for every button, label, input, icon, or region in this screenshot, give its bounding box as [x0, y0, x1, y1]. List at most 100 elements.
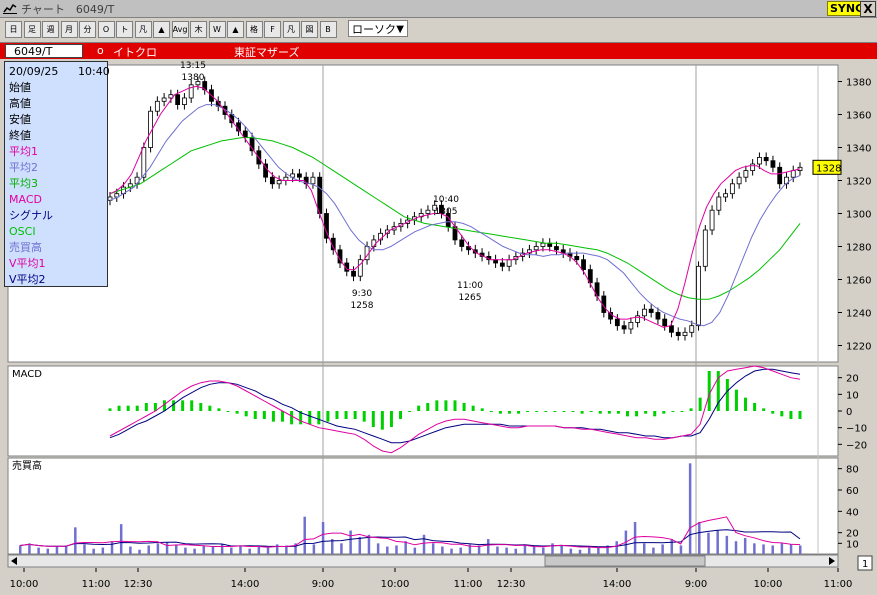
candle-body	[269, 176, 275, 185]
volume-bar	[19, 545, 22, 554]
toolbar-button-4[interactable]: 分	[79, 21, 96, 38]
volume-bar	[743, 538, 747, 554]
volume-bar	[523, 544, 527, 554]
volume-bar	[597, 546, 600, 554]
candle-body	[141, 147, 147, 178]
volume-bar	[285, 545, 288, 554]
candle-body	[750, 163, 756, 171]
annotation-price: 1305	[435, 207, 458, 217]
toolbar-button-8[interactable]: ▲	[153, 21, 170, 38]
osci-bar	[653, 411, 657, 417]
osci-bar	[299, 411, 303, 425]
toolbar-button-11[interactable]: W	[208, 21, 226, 38]
chart-type-value: ローソク	[352, 23, 396, 36]
osci-bar	[208, 405, 212, 411]
toolbar-button-10[interactable]: 木	[190, 21, 207, 38]
annotation-time: 11:00	[457, 281, 483, 291]
candle-body	[317, 176, 323, 214]
info-row-8: シグナル	[9, 209, 53, 222]
volume-bar	[514, 548, 518, 554]
close-button[interactable]: X	[860, 1, 876, 17]
osci-bar	[453, 400, 457, 411]
toolbar-button-17[interactable]: B	[319, 21, 337, 38]
volume-bar	[74, 527, 77, 554]
volume-bar	[367, 534, 371, 554]
macd-tick-label: −10	[846, 424, 867, 435]
volume-bar	[294, 543, 297, 554]
toolbar-button-14[interactable]: F	[264, 21, 281, 38]
chart-type-select[interactable]: ローソク ▼	[348, 20, 408, 37]
volume-bar	[211, 546, 215, 554]
osci-bar	[544, 411, 548, 412]
volume-bar	[725, 535, 729, 554]
candle-body	[648, 308, 654, 313]
volume-bar	[386, 546, 389, 554]
annotation-time: 13:15	[180, 61, 206, 71]
candle-body	[297, 173, 302, 178]
sync-button[interactable]: SYNC	[827, 1, 867, 16]
toolbar-button-6[interactable]: ト	[116, 21, 133, 38]
candle-body	[716, 196, 722, 211]
volume-bar	[340, 543, 343, 554]
volume-bar	[321, 522, 325, 554]
toolbar-button-12[interactable]: ▲	[227, 21, 244, 38]
osci-bar	[635, 411, 639, 417]
info-row-11: V平均1	[9, 257, 46, 270]
osci-bar	[507, 411, 511, 414]
chart-area[interactable]: 1380 1360 1340 1320 1300 1280 1260 1240 1220 1328…	[0, 60, 877, 595]
toolbar-button-13[interactable]: 格	[245, 21, 263, 38]
osci-bar	[734, 389, 738, 411]
volume-bar	[37, 547, 40, 554]
volume-bar	[119, 524, 123, 554]
price-tick-label: 1300	[846, 210, 871, 221]
info-row-9: OSCI	[9, 225, 36, 238]
candle-body	[432, 204, 438, 211]
toolbar-button-9[interactable]: Avg	[171, 21, 189, 38]
volume-bar	[661, 544, 664, 554]
volume-bar	[643, 543, 646, 554]
osci-bar	[580, 411, 584, 414]
osci-bar	[489, 411, 493, 412]
volume-bar	[331, 539, 334, 554]
volume-bar	[349, 530, 352, 554]
toolbar-button-7[interactable]: 凡	[134, 21, 152, 38]
osci-bar	[190, 400, 194, 411]
volume-bar	[138, 549, 141, 554]
volume-bar	[505, 547, 508, 554]
volume-bar	[358, 536, 362, 554]
osci-bar	[344, 411, 348, 419]
symbol-input[interactable]: 6049/T	[5, 44, 83, 58]
toolbar-button-2[interactable]: 週	[42, 21, 59, 38]
volume-bar	[413, 547, 417, 554]
toolbar-button-1[interactable]: 足	[23, 21, 41, 38]
candle-body	[188, 84, 194, 99]
candle-body	[763, 157, 769, 162]
info-row-7: MACD	[9, 193, 42, 206]
vma2-line	[19, 529, 801, 548]
toolbar-button-16[interactable]: 図	[301, 21, 318, 38]
toolbar-button-15[interactable]: 凡	[282, 21, 300, 38]
info-row-3: 終値	[9, 129, 31, 142]
osci-bar	[680, 411, 684, 412]
annotation-price: 1258	[351, 301, 374, 311]
volume-bar	[165, 542, 169, 554]
osci-bar	[498, 411, 502, 414]
osci-bar	[389, 411, 393, 427]
volume-bar	[193, 548, 196, 554]
annotation-time: 10:40	[433, 195, 459, 205]
volume-bar	[799, 545, 802, 554]
toolbar-button-0[interactable]: 日	[5, 21, 22, 38]
volume-bar	[753, 543, 756, 554]
volume-bar	[431, 543, 435, 554]
toolbar-button-5[interactable]: O	[97, 21, 115, 38]
toolbar-button-3[interactable]: 月	[60, 21, 78, 38]
volume-bar	[468, 544, 472, 554]
osci-bar	[780, 411, 784, 417]
osci-bar	[317, 411, 321, 425]
candle-body	[614, 318, 620, 327]
candle-body	[344, 262, 350, 272]
x-tick-label: 11:00	[82, 579, 111, 590]
candle-body	[662, 318, 668, 327]
volume-bar	[789, 544, 793, 554]
candle-body	[154, 100, 160, 112]
